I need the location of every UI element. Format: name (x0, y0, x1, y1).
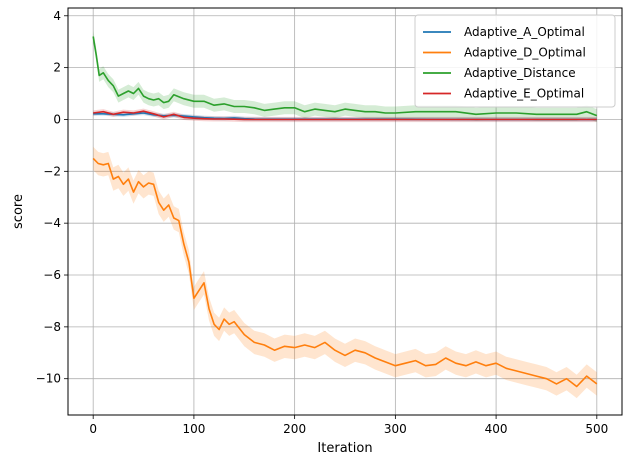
grid (68, 8, 622, 415)
series-line-Adaptive_D_Optimal (92, 157, 598, 388)
y-tick-label: 2 (53, 61, 61, 75)
x-tick-label: 300 (384, 422, 407, 436)
legend-label: Adaptive_E_Optimal (464, 87, 584, 101)
legend-label: Adaptive_D_Optimal (464, 46, 586, 60)
band-Adaptive_D_Optimal (93, 146, 597, 399)
y-tick-label: −6 (43, 268, 61, 282)
legend-box (414, 14, 616, 108)
x-axis-ticks: 0 100 200 300 400 500 (89, 415, 608, 436)
x-tick-label: 0 (89, 422, 97, 436)
x-tick-label: 200 (283, 422, 306, 436)
y-tick-label: 0 (53, 112, 61, 126)
y-tick-label: −4 (43, 216, 61, 230)
y-tick-label: −10 (36, 372, 61, 386)
legend-label: Adaptive_A_Optimal (464, 25, 585, 39)
x-tick-label: 500 (585, 422, 608, 436)
plot-area-frame (67, 7, 623, 416)
x-tick-label: 100 (182, 422, 205, 436)
legend: Adaptive_A_Optimal Adaptive_D_Optimal Adap… (414, 14, 616, 108)
series-line-Adaptive_Distance (92, 36, 598, 117)
y-tick-label: 4 (53, 9, 61, 23)
series-lines (92, 36, 598, 388)
band-Adaptive_Distance (93, 30, 597, 123)
y-axis-label: score (11, 194, 26, 229)
x-tick-label: 400 (485, 422, 508, 436)
y-tick-label: −8 (43, 320, 61, 334)
series-line-Adaptive_E_Optimal (93, 110, 597, 121)
y-axis-ticks: 4 2 0 −2 −4 −6 −8 −10 (36, 9, 68, 386)
y-tick-label: −2 (43, 164, 61, 178)
legend-label: Adaptive_Distance (464, 66, 576, 80)
x-axis-label: Iteration (317, 441, 372, 456)
